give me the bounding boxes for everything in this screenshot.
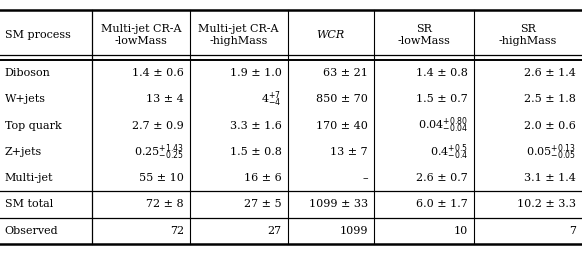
Text: Z+jets: Z+jets bbox=[5, 147, 42, 157]
Text: 0.25$^{+1.43}_{-0.25}$: 0.25$^{+1.43}_{-0.25}$ bbox=[134, 142, 184, 162]
Text: 10: 10 bbox=[454, 226, 468, 236]
Text: 72 ± 8: 72 ± 8 bbox=[146, 199, 184, 210]
Text: 1.4 ± 0.6: 1.4 ± 0.6 bbox=[132, 68, 184, 78]
Text: SM total: SM total bbox=[5, 199, 53, 210]
Text: 3.3 ± 1.6: 3.3 ± 1.6 bbox=[230, 121, 282, 131]
Text: 13 ± 4: 13 ± 4 bbox=[146, 94, 184, 104]
Text: 2.0 ± 0.6: 2.0 ± 0.6 bbox=[524, 121, 576, 131]
Text: 1.5 ± 0.7: 1.5 ± 0.7 bbox=[416, 94, 468, 104]
Text: 3.1 ± 1.4: 3.1 ± 1.4 bbox=[524, 173, 576, 183]
Text: W+jets: W+jets bbox=[5, 94, 45, 104]
Text: Observed: Observed bbox=[5, 226, 58, 236]
Text: WCR: WCR bbox=[317, 30, 345, 40]
Text: 1099 ± 33: 1099 ± 33 bbox=[308, 199, 368, 210]
Text: SR
-highMass: SR -highMass bbox=[499, 24, 557, 46]
Text: 0.05$^{+0.13}_{-0.05}$: 0.05$^{+0.13}_{-0.05}$ bbox=[526, 142, 576, 162]
Text: 2.7 ± 0.9: 2.7 ± 0.9 bbox=[132, 121, 184, 131]
Text: 1.5 ± 0.8: 1.5 ± 0.8 bbox=[230, 147, 282, 157]
Text: 10.2 ± 3.3: 10.2 ± 3.3 bbox=[517, 199, 576, 210]
Text: 55 ± 10: 55 ± 10 bbox=[139, 173, 184, 183]
Text: 0.4$^{+0.5}_{-0.4}$: 0.4$^{+0.5}_{-0.4}$ bbox=[430, 142, 468, 162]
Text: Top quark: Top quark bbox=[5, 121, 62, 131]
Text: 1.4 ± 0.8: 1.4 ± 0.8 bbox=[416, 68, 468, 78]
Text: 13 ± 7: 13 ± 7 bbox=[330, 147, 368, 157]
Text: 72: 72 bbox=[170, 226, 184, 236]
Text: 1099: 1099 bbox=[339, 226, 368, 236]
Text: 4$^{+7}_{-4}$: 4$^{+7}_{-4}$ bbox=[261, 90, 282, 109]
Text: 27: 27 bbox=[268, 226, 282, 236]
Text: 850 ± 70: 850 ± 70 bbox=[316, 94, 368, 104]
Text: 2.6 ± 1.4: 2.6 ± 1.4 bbox=[524, 68, 576, 78]
Text: 1.9 ± 1.0: 1.9 ± 1.0 bbox=[230, 68, 282, 78]
Text: 63 ± 21: 63 ± 21 bbox=[323, 68, 368, 78]
Text: 7: 7 bbox=[569, 226, 576, 236]
Text: –: – bbox=[362, 173, 368, 183]
Text: 0.04$^{+0.80}_{-0.04}$: 0.04$^{+0.80}_{-0.04}$ bbox=[418, 116, 468, 135]
Text: 6.0 ± 1.7: 6.0 ± 1.7 bbox=[416, 199, 468, 210]
Text: 27 ± 5: 27 ± 5 bbox=[244, 199, 282, 210]
Text: Diboson: Diboson bbox=[5, 68, 51, 78]
Text: 170 ± 40: 170 ± 40 bbox=[316, 121, 368, 131]
Text: 2.6 ± 0.7: 2.6 ± 0.7 bbox=[416, 173, 468, 183]
Text: 16 ± 6: 16 ± 6 bbox=[244, 173, 282, 183]
Text: 2.5 ± 1.8: 2.5 ± 1.8 bbox=[524, 94, 576, 104]
Text: Multi-jet CR-A
-lowMass: Multi-jet CR-A -lowMass bbox=[101, 24, 181, 46]
Text: SM process: SM process bbox=[5, 30, 70, 40]
Text: SR
-lowMass: SR -lowMass bbox=[398, 24, 450, 46]
Text: Multi-jet CR-A
-highMass: Multi-jet CR-A -highMass bbox=[198, 24, 279, 46]
Text: Multi-jet: Multi-jet bbox=[5, 173, 53, 183]
